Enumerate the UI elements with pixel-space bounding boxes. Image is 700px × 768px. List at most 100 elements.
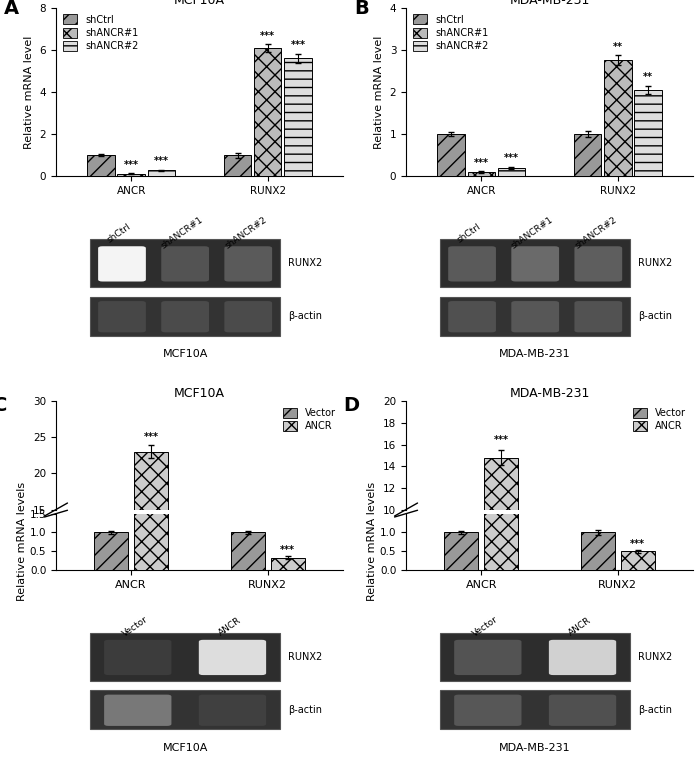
Bar xyxy=(90,633,280,681)
FancyBboxPatch shape xyxy=(199,694,266,726)
Text: shANCR#2: shANCR#2 xyxy=(573,215,618,250)
FancyBboxPatch shape xyxy=(104,640,172,675)
Bar xyxy=(440,296,630,336)
Bar xyxy=(581,532,615,570)
Bar xyxy=(444,532,479,570)
Text: ***: *** xyxy=(290,40,305,50)
Text: ***: *** xyxy=(494,435,508,445)
Text: β-actin: β-actin xyxy=(638,311,673,321)
Text: shANCR#1: shANCR#1 xyxy=(510,215,555,250)
Text: ***: *** xyxy=(474,158,489,168)
Text: ***: *** xyxy=(280,545,295,555)
Text: MDA-MB-231: MDA-MB-231 xyxy=(499,349,571,359)
Legend: Vector, ANCR: Vector, ANCR xyxy=(631,406,688,433)
Bar xyxy=(254,48,281,177)
Bar xyxy=(88,155,115,177)
Bar xyxy=(634,90,662,177)
Bar xyxy=(90,690,280,729)
Bar xyxy=(440,239,630,287)
Bar xyxy=(621,612,654,617)
Text: Vector: Vector xyxy=(471,614,500,638)
Text: Vector: Vector xyxy=(121,614,150,638)
Text: **: ** xyxy=(643,72,653,82)
Text: A: A xyxy=(4,0,20,18)
Title: MCF10A: MCF10A xyxy=(174,0,225,6)
Text: MCF10A: MCF10A xyxy=(162,349,208,359)
FancyBboxPatch shape xyxy=(448,301,496,333)
FancyBboxPatch shape xyxy=(98,301,146,333)
Bar xyxy=(118,174,145,177)
Bar xyxy=(231,611,265,617)
Y-axis label: Relative mRNA level: Relative mRNA level xyxy=(24,35,34,149)
FancyBboxPatch shape xyxy=(225,247,272,282)
FancyBboxPatch shape xyxy=(575,247,622,282)
Bar xyxy=(284,58,312,177)
FancyBboxPatch shape xyxy=(575,301,622,333)
Bar xyxy=(604,61,631,177)
Text: shANCR#1: shANCR#1 xyxy=(160,215,205,250)
Bar xyxy=(134,452,168,617)
Title: MDA-MB-231: MDA-MB-231 xyxy=(510,0,589,6)
FancyBboxPatch shape xyxy=(98,247,146,282)
Bar xyxy=(484,15,518,570)
FancyBboxPatch shape xyxy=(511,301,559,333)
FancyBboxPatch shape xyxy=(448,247,496,282)
Legend: shCtrl, shANCR#1, shANCR#2: shCtrl, shANCR#1, shANCR#2 xyxy=(411,12,491,53)
FancyBboxPatch shape xyxy=(161,247,209,282)
Legend: Vector, ANCR: Vector, ANCR xyxy=(281,406,338,433)
Bar xyxy=(270,558,304,570)
Title: MDA-MB-231: MDA-MB-231 xyxy=(510,387,589,400)
Text: ***: *** xyxy=(630,538,645,548)
Text: shCtrl: shCtrl xyxy=(456,221,483,244)
Bar xyxy=(90,239,280,287)
Title: MCF10A: MCF10A xyxy=(174,387,225,400)
Text: D: D xyxy=(343,396,359,415)
Bar xyxy=(134,0,168,570)
FancyBboxPatch shape xyxy=(549,640,616,675)
Y-axis label: Relative mRNA levels: Relative mRNA levels xyxy=(17,482,27,601)
Text: β-actin: β-actin xyxy=(288,704,323,714)
Text: RUNX2: RUNX2 xyxy=(288,652,323,662)
Text: ***: *** xyxy=(144,432,158,442)
Bar xyxy=(621,551,654,570)
Text: MDA-MB-231: MDA-MB-231 xyxy=(499,743,571,753)
FancyBboxPatch shape xyxy=(104,694,172,726)
Bar xyxy=(484,458,518,617)
Text: RUNX2: RUNX2 xyxy=(638,652,673,662)
Text: β-actin: β-actin xyxy=(288,311,323,321)
Legend: shCtrl, shANCR#1, shANCR#2: shCtrl, shANCR#1, shANCR#2 xyxy=(61,12,141,53)
Bar xyxy=(90,296,280,336)
Bar xyxy=(148,170,175,177)
FancyBboxPatch shape xyxy=(511,247,559,282)
Bar xyxy=(498,168,525,177)
FancyBboxPatch shape xyxy=(454,640,522,675)
FancyBboxPatch shape xyxy=(225,301,272,333)
Bar xyxy=(468,172,495,177)
FancyBboxPatch shape xyxy=(549,694,616,726)
Text: ANCR: ANCR xyxy=(567,615,593,637)
Text: β-actin: β-actin xyxy=(638,704,673,714)
Bar xyxy=(94,532,128,570)
Text: ***: *** xyxy=(504,154,519,164)
FancyBboxPatch shape xyxy=(454,694,522,726)
Bar xyxy=(270,615,304,617)
Text: ANCR: ANCR xyxy=(217,615,243,637)
Y-axis label: Relative mRNA levels: Relative mRNA levels xyxy=(367,482,377,601)
Bar xyxy=(440,633,630,681)
Text: RUNX2: RUNX2 xyxy=(638,258,673,268)
Bar xyxy=(438,134,465,177)
Text: B: B xyxy=(354,0,369,18)
FancyBboxPatch shape xyxy=(161,301,209,333)
Text: ***: *** xyxy=(260,31,275,41)
Text: shANCR#2: shANCR#2 xyxy=(223,215,268,250)
Text: ***: *** xyxy=(154,157,169,167)
Bar xyxy=(574,134,601,177)
Text: **: ** xyxy=(612,42,623,52)
Text: RUNX2: RUNX2 xyxy=(288,258,323,268)
Text: shCtrl: shCtrl xyxy=(106,221,133,244)
Bar xyxy=(231,532,265,570)
Y-axis label: Relative mRNA level: Relative mRNA level xyxy=(374,35,384,149)
Bar xyxy=(581,607,615,617)
Bar xyxy=(94,611,128,617)
Text: C: C xyxy=(0,396,7,415)
